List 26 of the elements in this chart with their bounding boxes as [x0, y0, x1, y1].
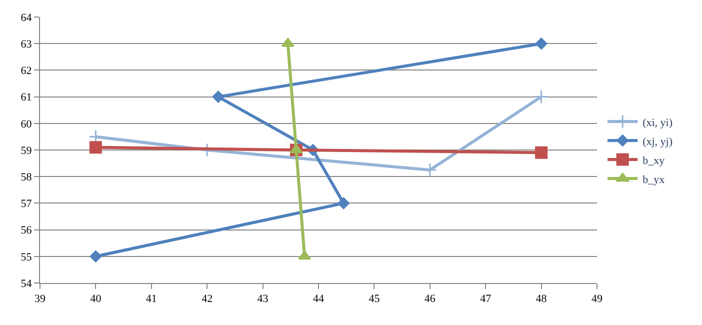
legend-label: (xj, yj): [642, 136, 673, 148]
x-tick-label: 41: [146, 293, 157, 306]
x-tick-label: 40: [90, 293, 102, 306]
y-tick-label: 58: [20, 171, 32, 184]
y-tick-label: 55: [20, 251, 32, 264]
x-tick-label: 45: [368, 293, 380, 306]
legend-label: b_yx: [642, 174, 666, 186]
y-tick-label: 60: [20, 118, 32, 130]
y-tick-label: 63: [20, 38, 32, 50]
x-tick-label: 48: [536, 293, 548, 306]
y-tick-label: 61: [20, 92, 32, 104]
y-tick-label: 59: [20, 144, 32, 157]
x-tick-label: 47: [480, 293, 492, 306]
y-tick-label: 57: [20, 198, 32, 210]
legend-label: (xi, yi): [642, 116, 673, 129]
y-tick-label: 54: [20, 278, 32, 290]
y-tick-label: 64: [20, 12, 32, 24]
x-tick-label: 39: [34, 293, 46, 306]
x-tick-label: 46: [424, 293, 436, 306]
y-tick-label: 56: [20, 224, 32, 237]
x-tick-label: 44: [313, 293, 324, 306]
legend-label: b_xy: [642, 154, 666, 167]
y-tick-label: 62: [20, 65, 32, 78]
x-tick-label: 43: [257, 293, 269, 306]
x-tick-label: 49: [592, 293, 603, 306]
x-tick-label: 42: [202, 293, 213, 306]
